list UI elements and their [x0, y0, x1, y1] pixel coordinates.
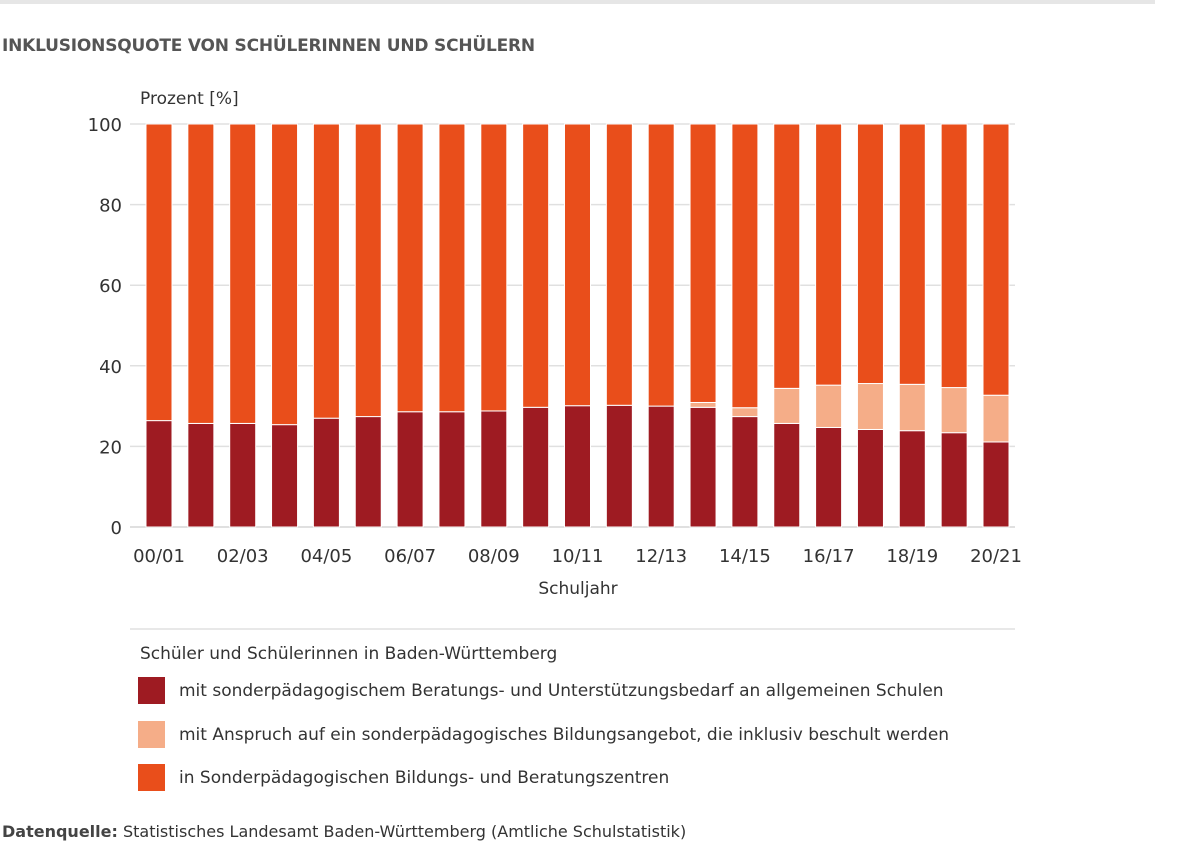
bar-segment: [689, 406, 717, 528]
bar-segment: [522, 123, 550, 408]
bar-segment: [815, 123, 843, 386]
x-tick-label: 12/13: [635, 546, 687, 567]
y-tick-label: 60: [99, 276, 122, 297]
bar-segment: [312, 417, 340, 528]
legend-swatch: [138, 721, 165, 748]
legend-title: Schüler und Schülerinnen in Baden-Württe…: [140, 644, 558, 664]
x-tick-label: 18/19: [886, 546, 938, 567]
bar-segment: [982, 441, 1010, 528]
bar-segment: [898, 383, 926, 432]
legend-swatch: [138, 764, 165, 791]
bar-segment: [522, 406, 550, 528]
x-tick-label: 14/15: [719, 546, 771, 567]
bar-segment: [480, 410, 508, 528]
bar-segment: [438, 123, 466, 413]
top-divider: [0, 0, 1155, 4]
bar-segment: [312, 123, 340, 419]
bar-segment: [940, 123, 968, 389]
bar-segment: [187, 422, 215, 528]
y-tick-label: 20: [99, 437, 122, 458]
bar-segment: [647, 123, 675, 407]
source-label: Datenquelle:: [2, 822, 118, 841]
x-tick-label: 10/11: [552, 546, 604, 567]
bar-segment: [689, 401, 717, 408]
x-tick-label: 16/17: [803, 546, 855, 567]
bar-segment: [982, 123, 1010, 396]
x-tick-label: 06/07: [384, 546, 436, 567]
bar-segment: [564, 123, 591, 407]
y-tick-label: 80: [99, 196, 122, 217]
bar-segment: [773, 123, 801, 389]
bar-segment: [271, 123, 299, 426]
x-tick-label: 20/21: [970, 546, 1022, 567]
x-tick-label: 00/01: [133, 546, 185, 567]
bar-segment: [564, 405, 591, 528]
bar-segment: [229, 422, 257, 528]
bar-segment: [396, 123, 424, 413]
bar-segment: [815, 384, 843, 428]
bar-segment: [856, 428, 884, 528]
bar-segment: [773, 422, 801, 528]
bar-segment: [354, 416, 382, 528]
bar-segment: [773, 387, 801, 424]
bar-segment: [647, 405, 675, 528]
bar-segment: [731, 416, 759, 528]
bar-segment: [898, 430, 926, 528]
data-source: Datenquelle: Statistisches Landesamt Bad…: [2, 822, 686, 841]
x-tick-label: 08/09: [468, 546, 520, 567]
bar-segment: [396, 411, 424, 528]
bar-segment: [145, 123, 173, 422]
bar-segment: [480, 123, 508, 412]
x-axis-label: Schuljahr: [538, 579, 617, 599]
source-text: Statistisches Landesamt Baden-Württember…: [117, 822, 687, 841]
x-tick-label: 04/05: [300, 546, 352, 567]
bar-segment: [940, 432, 968, 528]
y-tick-label: 40: [99, 357, 122, 378]
bar-segment: [856, 123, 884, 385]
bar-segment: [271, 424, 299, 528]
bar-segment: [354, 123, 382, 418]
bar-segment: [605, 404, 633, 528]
x-tick-label: 02/03: [217, 546, 269, 567]
bar-segment: [187, 123, 215, 424]
bar-segment: [940, 387, 968, 434]
legend-item-beratung: mit sonderpädagogischem Beratungs- und U…: [138, 677, 944, 704]
legend-item-inklusiv: mit Anspruch auf ein sonderpädagogisches…: [138, 721, 949, 748]
bar-segment: [731, 123, 759, 409]
chart-title: INKLUSIONSQUOTE VON SCHÜLERINNEN UND SCH…: [2, 36, 535, 56]
legend-swatch: [138, 677, 165, 704]
legend-item-sbbz: in Sonderpädagogischen Bildungs- und Ber…: [138, 764, 669, 791]
y-axis-label: Prozent [%]: [140, 89, 239, 109]
bar-segment: [731, 407, 759, 418]
bar-segment: [815, 426, 843, 528]
bar-segment: [438, 411, 466, 528]
bar-segment: [229, 123, 257, 424]
bar-segment: [689, 123, 717, 403]
bar-segment: [145, 420, 173, 528]
bar-segment: [982, 394, 1010, 443]
bar-segment: [856, 383, 884, 430]
bar-segment: [605, 123, 633, 406]
legend-label: in Sonderpädagogischen Bildungs- und Ber…: [179, 767, 670, 788]
y-tick-label: 0: [111, 518, 122, 539]
legend-label: mit Anspruch auf ein sonderpädagogisches…: [179, 724, 950, 745]
y-tick-label: 100: [88, 115, 122, 136]
legend-label: mit sonderpädagogischem Beratungs- und U…: [179, 680, 944, 701]
bar-segment: [898, 123, 926, 385]
